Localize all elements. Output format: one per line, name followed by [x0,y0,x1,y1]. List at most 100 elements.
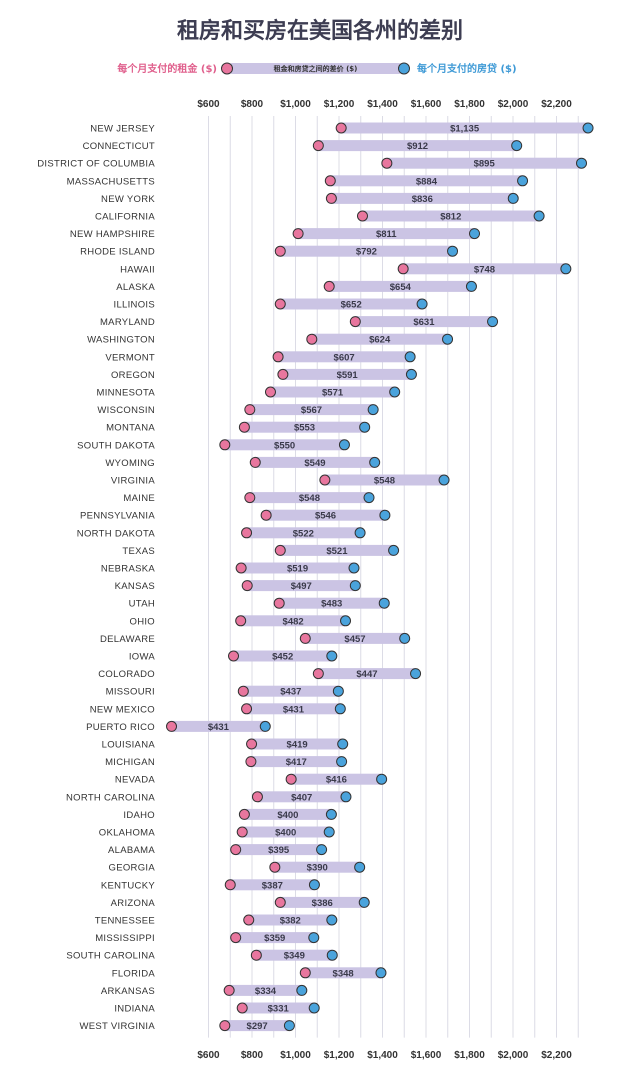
diff-label: $811 [376,229,397,240]
state-row: SOUTH CAROLINA $349 [66,949,338,962]
state-row: DISTRICT OF COLUMBIA $895 [37,157,588,170]
state-label: MISSOURI [106,687,155,698]
diff-bar [230,879,315,891]
diff-bar [266,509,385,521]
diff-label: $419 [287,740,308,751]
rent-dot [312,668,324,680]
mortgage-dot [340,615,352,627]
state-label: NEW HAMPSHIRE [70,229,155,240]
state-row: WEST VIRGINIA $297 [79,1020,295,1032]
mortgage-dot [338,439,350,451]
mortgage-dot [465,280,477,292]
diff-label: $387 [262,880,283,891]
state-row: MAINE $548 [123,492,375,504]
mortgage-dot [410,668,422,680]
state-row: COLORADO $447 [98,668,422,680]
rent-dot [228,650,240,662]
state-row: KENTUCKY $387 [101,879,320,891]
mortgage-dot [323,826,335,838]
diff-label: $748 [474,264,495,275]
diff-label: $348 [333,968,354,979]
diff-bar [246,527,361,539]
state-label: CONNECTICUT [83,141,155,152]
state-label: NEBRASKA [101,564,156,575]
mortgage-dot [487,316,499,328]
state-row: DELAWARE $457 [100,632,411,645]
rent-dot [319,474,331,486]
diff-label: $607 [334,352,355,363]
rent-dot [223,984,235,996]
x-tick-label-top: $800 [241,99,264,110]
diff-label: $553 [294,423,315,434]
diff-label: $912 [407,141,428,152]
mortgage-dot [363,492,375,504]
diff-bar [250,756,342,768]
mortgage-dot [354,861,366,873]
diff-bar [278,351,411,363]
state-label: PENNSYLVANIA [80,511,155,522]
mortgage-dot [533,210,545,222]
diff-label: $349 [284,951,305,962]
rent-dot [306,333,318,345]
diff-bar [248,914,332,926]
mortgage-dot [348,562,360,574]
diff-label: $431 [283,704,305,715]
legend-rent-label: 每个月支付的租金 ($) [117,62,217,75]
diff-bar [305,967,381,979]
diff-bar [291,773,382,785]
state-row: PENNSYLVANIA $546 [80,509,391,522]
mortgage-dot [326,914,338,926]
mortgage-dot [332,685,344,697]
x-tick-label-top: $600 [197,99,220,110]
diff-label: $395 [268,845,290,856]
diff-label: $884 [416,176,438,187]
state-row: MISSOURI $437 [106,685,344,698]
diff-bar [280,245,453,257]
mortgage-dot [326,949,338,961]
mortgage-dot [369,456,381,468]
mortgage-dot [447,245,459,257]
state-label: MINNESOTA [97,388,156,399]
diff-bar [329,280,472,292]
mortgage-dot [358,896,370,908]
state-row: VIRGINIA $548 [111,474,450,487]
diff-label: $497 [291,581,312,592]
state-label: DISTRICT OF COLUMBIA [37,159,155,170]
rent-dot [381,157,393,169]
state-row: VERMONT $607 [105,351,416,363]
mortgage-dot [325,808,337,820]
state-label: ILLINOIS [114,300,155,311]
x-axis-bottom: $600 $800 $1,000 $1,200 $1,400 $1,600 $1,800 $2… [197,1050,572,1061]
state-row: NEW JERSEY $1,135 [90,122,594,135]
x-tick-label-bottom: $1,200 [324,1050,355,1061]
diff-bar [249,492,370,504]
diff-bar [331,192,514,204]
diff-label: $417 [286,757,307,768]
diff-label: $331 [268,1004,290,1015]
state-label: ARIZONA [111,898,156,909]
chart-title: 租房和买房在美国各州的差别 [177,18,463,44]
state-label: WEST VIRGINIA [79,1021,155,1032]
state-row: LOUISIANA $419 [102,738,349,751]
state-row: ARIZONA $386 [111,896,370,909]
x-tick-label-bottom: $2,000 [498,1050,529,1061]
state-label: HAWAII [120,264,155,275]
x-tick-label-bottom: $800 [241,1050,264,1061]
state-row: OKLAHOMA $400 [99,826,335,839]
diff-label: $591 [337,370,359,381]
state-row: OREGON $591 [111,368,417,381]
diff-bar [257,791,346,803]
diff-label: $386 [312,898,333,909]
x-tick-label-top: $1,200 [324,99,355,110]
diff-label: $631 [413,317,435,328]
diff-label: $297 [247,1021,268,1032]
state-row: MINNESOTA $571 [97,386,401,399]
diff-label: $431 [208,722,230,733]
x-tick-label-bottom: $1,400 [367,1050,398,1061]
diff-bar [171,720,266,732]
state-row: MICHIGAN $417 [105,756,348,768]
diff-label: $792 [356,247,377,258]
mortgage-dot [359,421,371,433]
rent-dot [269,861,281,873]
state-label: MONTANA [106,423,155,434]
